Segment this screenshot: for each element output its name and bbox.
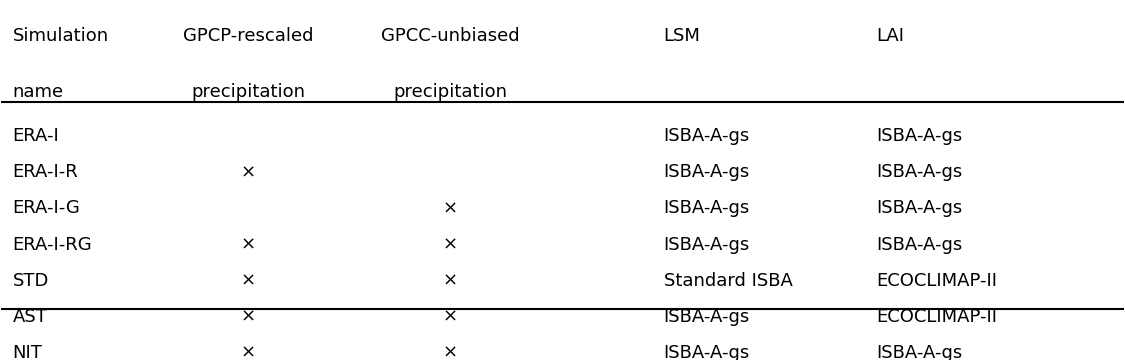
Text: LSM: LSM [664,27,701,45]
Text: ×: × [443,308,458,326]
Text: ×: × [241,235,255,253]
Text: GPCC-unbiased: GPCC-unbiased [381,27,520,45]
Text: ERA-I-RG: ERA-I-RG [12,235,92,253]
Text: precipitation: precipitation [191,83,305,101]
Text: Standard ISBA: Standard ISBA [664,272,792,290]
Text: ISBA-A-gs: ISBA-A-gs [664,199,749,217]
Text: ISBA-A-gs: ISBA-A-gs [664,163,749,181]
Text: ISBA-A-gs: ISBA-A-gs [876,235,963,253]
Text: precipitation: precipitation [394,83,507,101]
Text: ISBA-A-gs: ISBA-A-gs [664,127,749,145]
Text: ×: × [443,235,458,253]
Text: NIT: NIT [12,344,43,360]
Text: AST: AST [12,308,47,326]
Text: STD: STD [12,272,50,290]
Text: ISBA-A-gs: ISBA-A-gs [876,199,963,217]
Text: GPCP-rescaled: GPCP-rescaled [183,27,314,45]
Text: ISBA-A-gs: ISBA-A-gs [876,344,963,360]
Text: ×: × [241,272,255,290]
Text: ×: × [443,272,458,290]
Text: Simulation: Simulation [12,27,109,45]
Text: ×: × [443,344,458,360]
Text: LAI: LAI [876,27,904,45]
Text: ERA-I-R: ERA-I-R [12,163,79,181]
Text: ERA-I: ERA-I [12,127,60,145]
Text: ECOCLIMAP-II: ECOCLIMAP-II [876,272,998,290]
Text: ISBA-A-gs: ISBA-A-gs [664,344,749,360]
Text: ×: × [443,199,458,217]
Text: ×: × [241,308,255,326]
Text: ISBA-A-gs: ISBA-A-gs [876,127,963,145]
Text: name: name [12,83,64,101]
Text: ×: × [241,344,255,360]
Text: ISBA-A-gs: ISBA-A-gs [664,235,749,253]
Text: ×: × [241,163,255,181]
Text: ISBA-A-gs: ISBA-A-gs [876,163,963,181]
Text: ECOCLIMAP-II: ECOCLIMAP-II [876,308,998,326]
Text: ISBA-A-gs: ISBA-A-gs [664,308,749,326]
Text: ERA-I-G: ERA-I-G [12,199,80,217]
